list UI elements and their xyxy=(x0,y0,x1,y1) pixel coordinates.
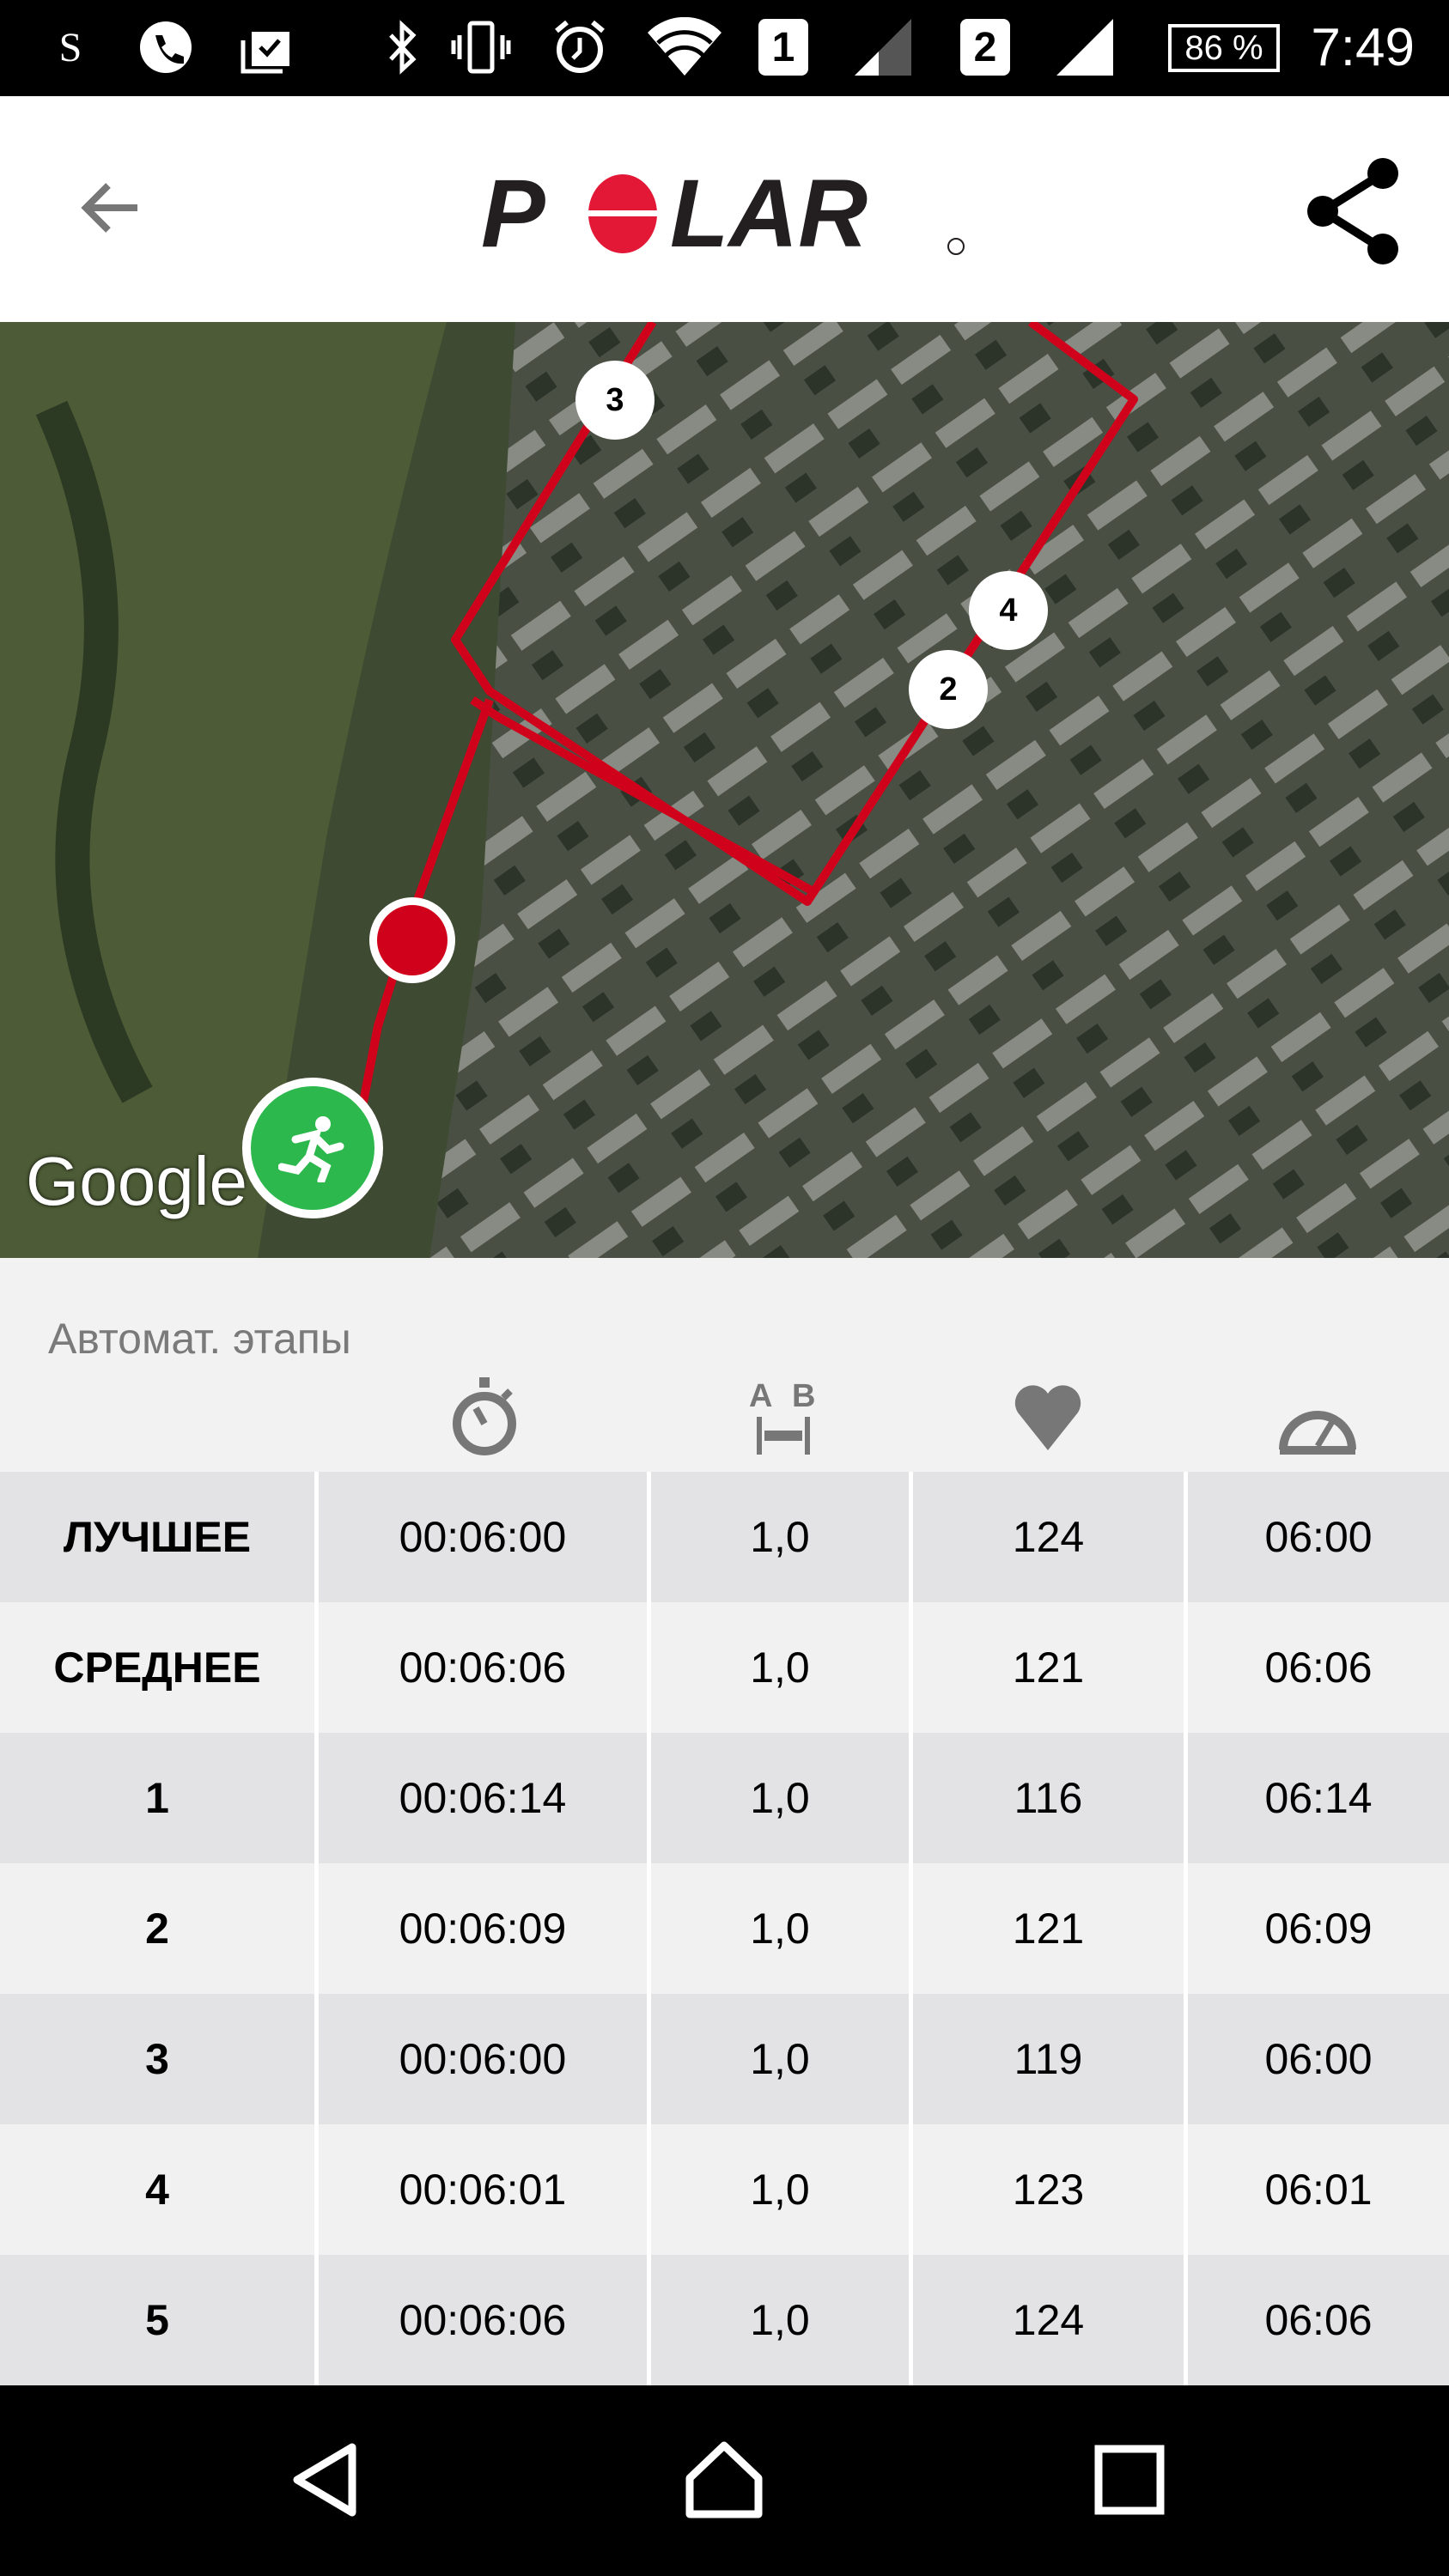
lap-pace: 06:14 xyxy=(1264,1774,1373,1822)
running-person-icon xyxy=(278,1116,344,1182)
lap-marker[interactable]: 3 xyxy=(575,361,654,440)
battery-indicator: 86 % xyxy=(1168,24,1280,72)
lap-label: 1 xyxy=(0,1733,319,1863)
lap-pace: 06:01 xyxy=(1264,2166,1373,2214)
sim1-badge: 1 xyxy=(758,19,808,76)
lap-heart-rate: 119 xyxy=(913,1994,1188,2124)
lap-label: ЛУЧШЕЕ xyxy=(0,1472,319,1602)
lap-time: 00:06:09 xyxy=(319,1863,651,1994)
lap-label: 4 xyxy=(0,2124,319,2255)
share-button[interactable] xyxy=(1297,158,1409,270)
status-bar: S 1 2 86 % 7:49 xyxy=(0,0,1449,96)
table-row: 3 00:06:00 1,0 119 06:00 xyxy=(0,1994,1449,2124)
lap-heart-rate: 123 xyxy=(913,2124,1188,2255)
signal-icon xyxy=(1055,19,1115,76)
route-map[interactable]: 3 4 2 Google xyxy=(0,322,1449,1258)
arrow-left-icon xyxy=(81,183,137,233)
lap-pace: 06:06 xyxy=(1264,2296,1373,2344)
s-app-icon: S xyxy=(58,24,82,70)
lap-heart-rate: 121 xyxy=(913,1863,1188,1994)
table-row: 1 00:06:14 1,0 116 06:14 xyxy=(0,1733,1449,1863)
lap-heart-rate: 116 xyxy=(913,1733,1188,1863)
back-button[interactable] xyxy=(69,165,155,251)
lap-pace: 06:00 xyxy=(1264,2035,1373,2083)
recents-square-icon[interactable] xyxy=(1087,2437,1172,2523)
lap-label: 5 xyxy=(0,2255,319,2385)
clock: 7:49 xyxy=(1311,18,1415,77)
lap-time: 00:06:14 xyxy=(319,1733,651,1863)
lap-distance: 1,0 xyxy=(651,1602,913,1733)
wifi-icon xyxy=(646,17,723,76)
lap-time: 00:06:06 xyxy=(319,1602,651,1733)
lap-heart-rate: 124 xyxy=(913,1472,1188,1602)
lap-time: 00:06:06 xyxy=(319,2255,651,2385)
alarm-icon xyxy=(550,19,610,76)
vibrate-icon xyxy=(451,19,511,76)
lap-label: 3 xyxy=(0,1994,319,2124)
back-triangle-icon[interactable] xyxy=(283,2437,369,2523)
table-row: СРЕДНЕЕ 00:06:06 1,0 121 06:06 xyxy=(0,1602,1449,1733)
lap-pace: 06:00 xyxy=(1264,1513,1373,1561)
sim2-badge: 2 xyxy=(960,19,1010,76)
app-bar: P LAR xyxy=(0,96,1449,322)
lap-label: 2 xyxy=(0,1863,319,1994)
table-row: 2 00:06:09 1,0 121 06:09 xyxy=(0,1863,1449,1994)
svg-text:P: P xyxy=(481,161,545,264)
table-row: 5 00:06:06 1,0 124 06:06 xyxy=(0,2255,1449,2385)
navigation-bar xyxy=(0,2385,1449,2576)
share-icon xyxy=(1307,158,1398,264)
lap-time: 00:06:01 xyxy=(319,2124,651,2255)
table-row: 4 00:06:01 1,0 123 06:01 xyxy=(0,2124,1449,2255)
signal-icon xyxy=(853,19,913,76)
lap-marker[interactable]: 4 xyxy=(969,571,1048,650)
bluetooth-icon xyxy=(385,19,419,76)
phone-icon xyxy=(136,19,196,76)
lap-distance: 1,0 xyxy=(651,1863,913,1994)
table-row: ЛУЧШЕЕ 00:06:00 1,0 124 06:00 xyxy=(0,1472,1449,1602)
lap-time: 00:06:00 xyxy=(319,1472,651,1602)
lap-distance: 1,0 xyxy=(651,1733,913,1863)
laps-title: Автомат. этапы xyxy=(48,1315,351,1363)
lap-label: СРЕДНЕЕ xyxy=(0,1602,319,1733)
lap-pace: 06:06 xyxy=(1264,1643,1373,1692)
clipboard-check-icon xyxy=(237,19,297,76)
svg-text:A: A xyxy=(749,1378,772,1414)
lap-heart-rate: 124 xyxy=(913,2255,1188,2385)
start-marker[interactable] xyxy=(242,1078,383,1218)
speedometer-icon xyxy=(1266,1370,1369,1464)
lap-time: 00:06:00 xyxy=(319,1994,651,2124)
heart-icon xyxy=(996,1370,1099,1464)
lap-distance: 1,0 xyxy=(651,2124,913,2255)
lap-distance: 1,0 xyxy=(651,1994,913,2124)
lap-distance: 1,0 xyxy=(651,2255,913,2385)
google-attribution: Google xyxy=(26,1143,247,1219)
home-icon[interactable] xyxy=(681,2437,767,2523)
polar-logo: P LAR xyxy=(481,160,979,267)
lap-marker[interactable]: 2 xyxy=(909,650,988,729)
lap-distance: 1,0 xyxy=(651,1472,913,1602)
laps-table: ЛУЧШЕЕ 00:06:00 1,0 124 06:00 СРЕДНЕЕ 00:06:06… xyxy=(0,1472,1449,2385)
end-marker[interactable] xyxy=(369,897,455,983)
lap-heart-rate: 121 xyxy=(913,1602,1188,1733)
svg-text:B: B xyxy=(792,1378,815,1414)
lap-pace: 06:09 xyxy=(1264,1905,1373,1953)
svg-text:LAR: LAR xyxy=(670,161,868,264)
stopwatch-icon xyxy=(432,1370,535,1464)
